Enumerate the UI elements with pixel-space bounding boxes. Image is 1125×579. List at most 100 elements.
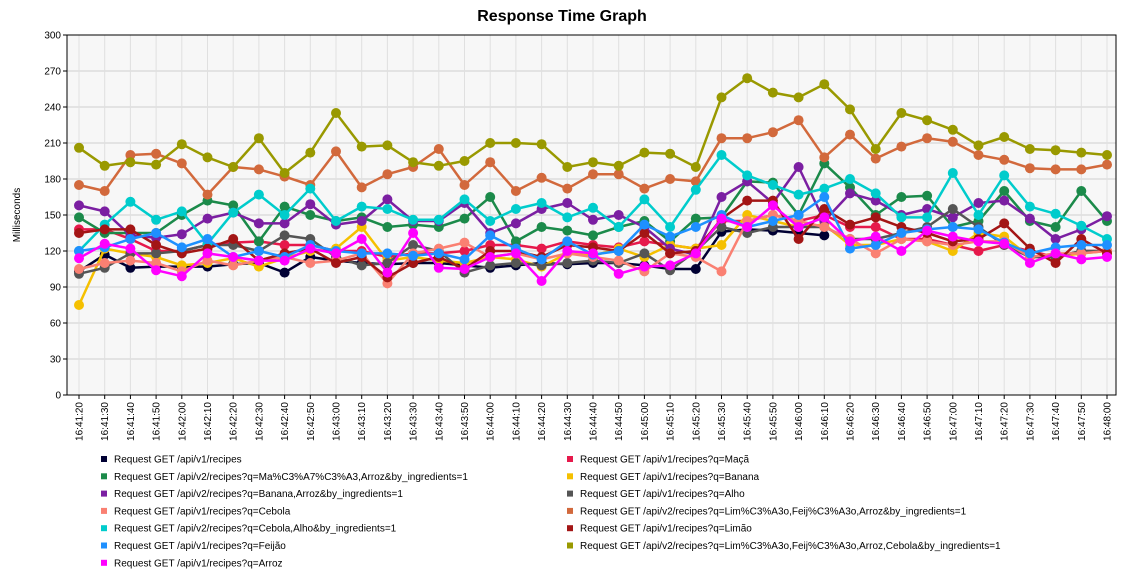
x-tick-label: 16:42:20 <box>229 402 240 441</box>
data-point <box>279 255 290 266</box>
series-12 <box>74 200 1112 286</box>
data-point <box>870 144 881 154</box>
legend: Request GET /api/v1/recipes Request GET /… <box>101 455 1001 569</box>
legend-label: Request GET /api/v2/recipes?q=Ma%C3%A7%C… <box>114 472 468 483</box>
data-point <box>922 133 933 144</box>
data-point <box>870 248 881 259</box>
data-point <box>228 234 239 244</box>
data-point <box>331 108 341 118</box>
data-point <box>305 243 316 254</box>
data-point <box>536 222 547 232</box>
data-point <box>74 180 84 190</box>
data-point <box>510 248 521 259</box>
data-point <box>536 172 547 183</box>
legend-item: Request GET /api/v2/recipes?q=Cebola,Alh… <box>101 524 397 535</box>
data-point <box>716 222 727 232</box>
data-point <box>408 157 419 168</box>
data-point <box>793 222 804 232</box>
data-point <box>690 176 701 187</box>
data-point <box>382 248 393 259</box>
y-tick-label: 60 <box>50 319 62 330</box>
data-point <box>613 160 624 171</box>
y-tick-label: 180 <box>44 175 61 186</box>
legend-swatch <box>101 456 107 462</box>
data-point <box>922 190 933 201</box>
data-point <box>588 248 598 259</box>
data-point <box>1076 186 1087 196</box>
data-point <box>510 218 521 229</box>
data-point <box>1050 234 1061 244</box>
data-point <box>639 261 650 272</box>
data-point <box>356 141 367 152</box>
legend-swatch <box>101 525 107 532</box>
data-point <box>151 265 162 276</box>
data-point <box>99 238 110 249</box>
data-point <box>382 222 393 232</box>
data-point <box>562 246 573 256</box>
x-tick-label: 16:48:00 <box>1103 402 1114 441</box>
data-point <box>459 156 470 166</box>
data-point <box>562 212 573 223</box>
legend-swatch <box>101 473 107 480</box>
data-point <box>767 180 778 190</box>
data-point <box>331 216 341 226</box>
legend-item: Request GET /api/v1/recipes?q=Maçã <box>567 455 750 466</box>
x-tick-label: 16:41:50 <box>152 402 163 441</box>
x-tick-label: 16:47:00 <box>948 402 959 441</box>
data-point <box>690 222 701 232</box>
data-point <box>793 210 804 220</box>
y-tick-label: 30 <box>50 355 62 366</box>
x-tick-label: 16:46:50 <box>923 402 934 441</box>
data-point <box>562 225 573 236</box>
legend-label: Request GET /api/v1/recipes?q=Feijão <box>114 541 286 552</box>
data-point <box>151 159 162 170</box>
x-tick-label: 16:42:40 <box>280 402 291 441</box>
x-tick-label: 16:45:50 <box>768 402 779 441</box>
data-point <box>356 216 367 226</box>
data-point <box>1050 164 1061 175</box>
x-tick-label: 16:46:00 <box>794 402 805 441</box>
x-tick-label: 16:46:30 <box>871 402 882 441</box>
x-tick-label: 16:42:30 <box>254 402 265 441</box>
data-point <box>408 228 419 238</box>
data-point <box>870 188 881 199</box>
y-tick-label: 0 <box>55 391 61 402</box>
data-point <box>485 157 496 168</box>
legend-label: Request GET /api/v2/recipes?q=Lim%C3%A3o… <box>580 541 1001 552</box>
data-point <box>639 147 650 158</box>
x-tick-label: 16:44:20 <box>537 402 548 441</box>
data-point <box>999 238 1010 249</box>
data-point <box>485 138 496 148</box>
data-point <box>151 148 162 159</box>
series-layer <box>74 73 1112 310</box>
data-point <box>845 188 855 199</box>
x-tick-label: 16:43:00 <box>332 402 343 441</box>
data-point <box>973 246 984 256</box>
data-point <box>305 199 316 210</box>
data-point <box>870 240 881 250</box>
data-point <box>536 243 547 254</box>
data-point <box>922 212 933 223</box>
x-tick-label: 16:44:30 <box>563 402 574 441</box>
data-point <box>459 264 470 274</box>
data-point <box>845 174 855 184</box>
legend-swatch <box>567 525 573 532</box>
x-tick-label: 16:47:20 <box>1000 402 1011 441</box>
data-point <box>1024 163 1035 174</box>
legend-swatch <box>101 507 107 514</box>
data-point <box>151 248 162 259</box>
legend-label: Request GET /api/v2/recipes?q=Cebola,Alh… <box>114 524 397 535</box>
data-point <box>973 198 984 208</box>
data-point <box>176 158 187 169</box>
data-point <box>536 276 547 286</box>
legend-item: Request GET /api/v1/recipes?q=Limão <box>567 524 752 535</box>
data-point <box>485 192 496 202</box>
legend-label: Request GET /api/v1/recipes?q=Maçã <box>580 455 750 466</box>
data-point <box>690 162 701 172</box>
data-point <box>433 214 444 225</box>
legend-item: Request GET /api/v2/recipes?q=Lim%C3%A3o… <box>567 541 1001 552</box>
data-point <box>1102 159 1112 170</box>
data-point <box>433 248 444 259</box>
data-point <box>99 224 110 235</box>
